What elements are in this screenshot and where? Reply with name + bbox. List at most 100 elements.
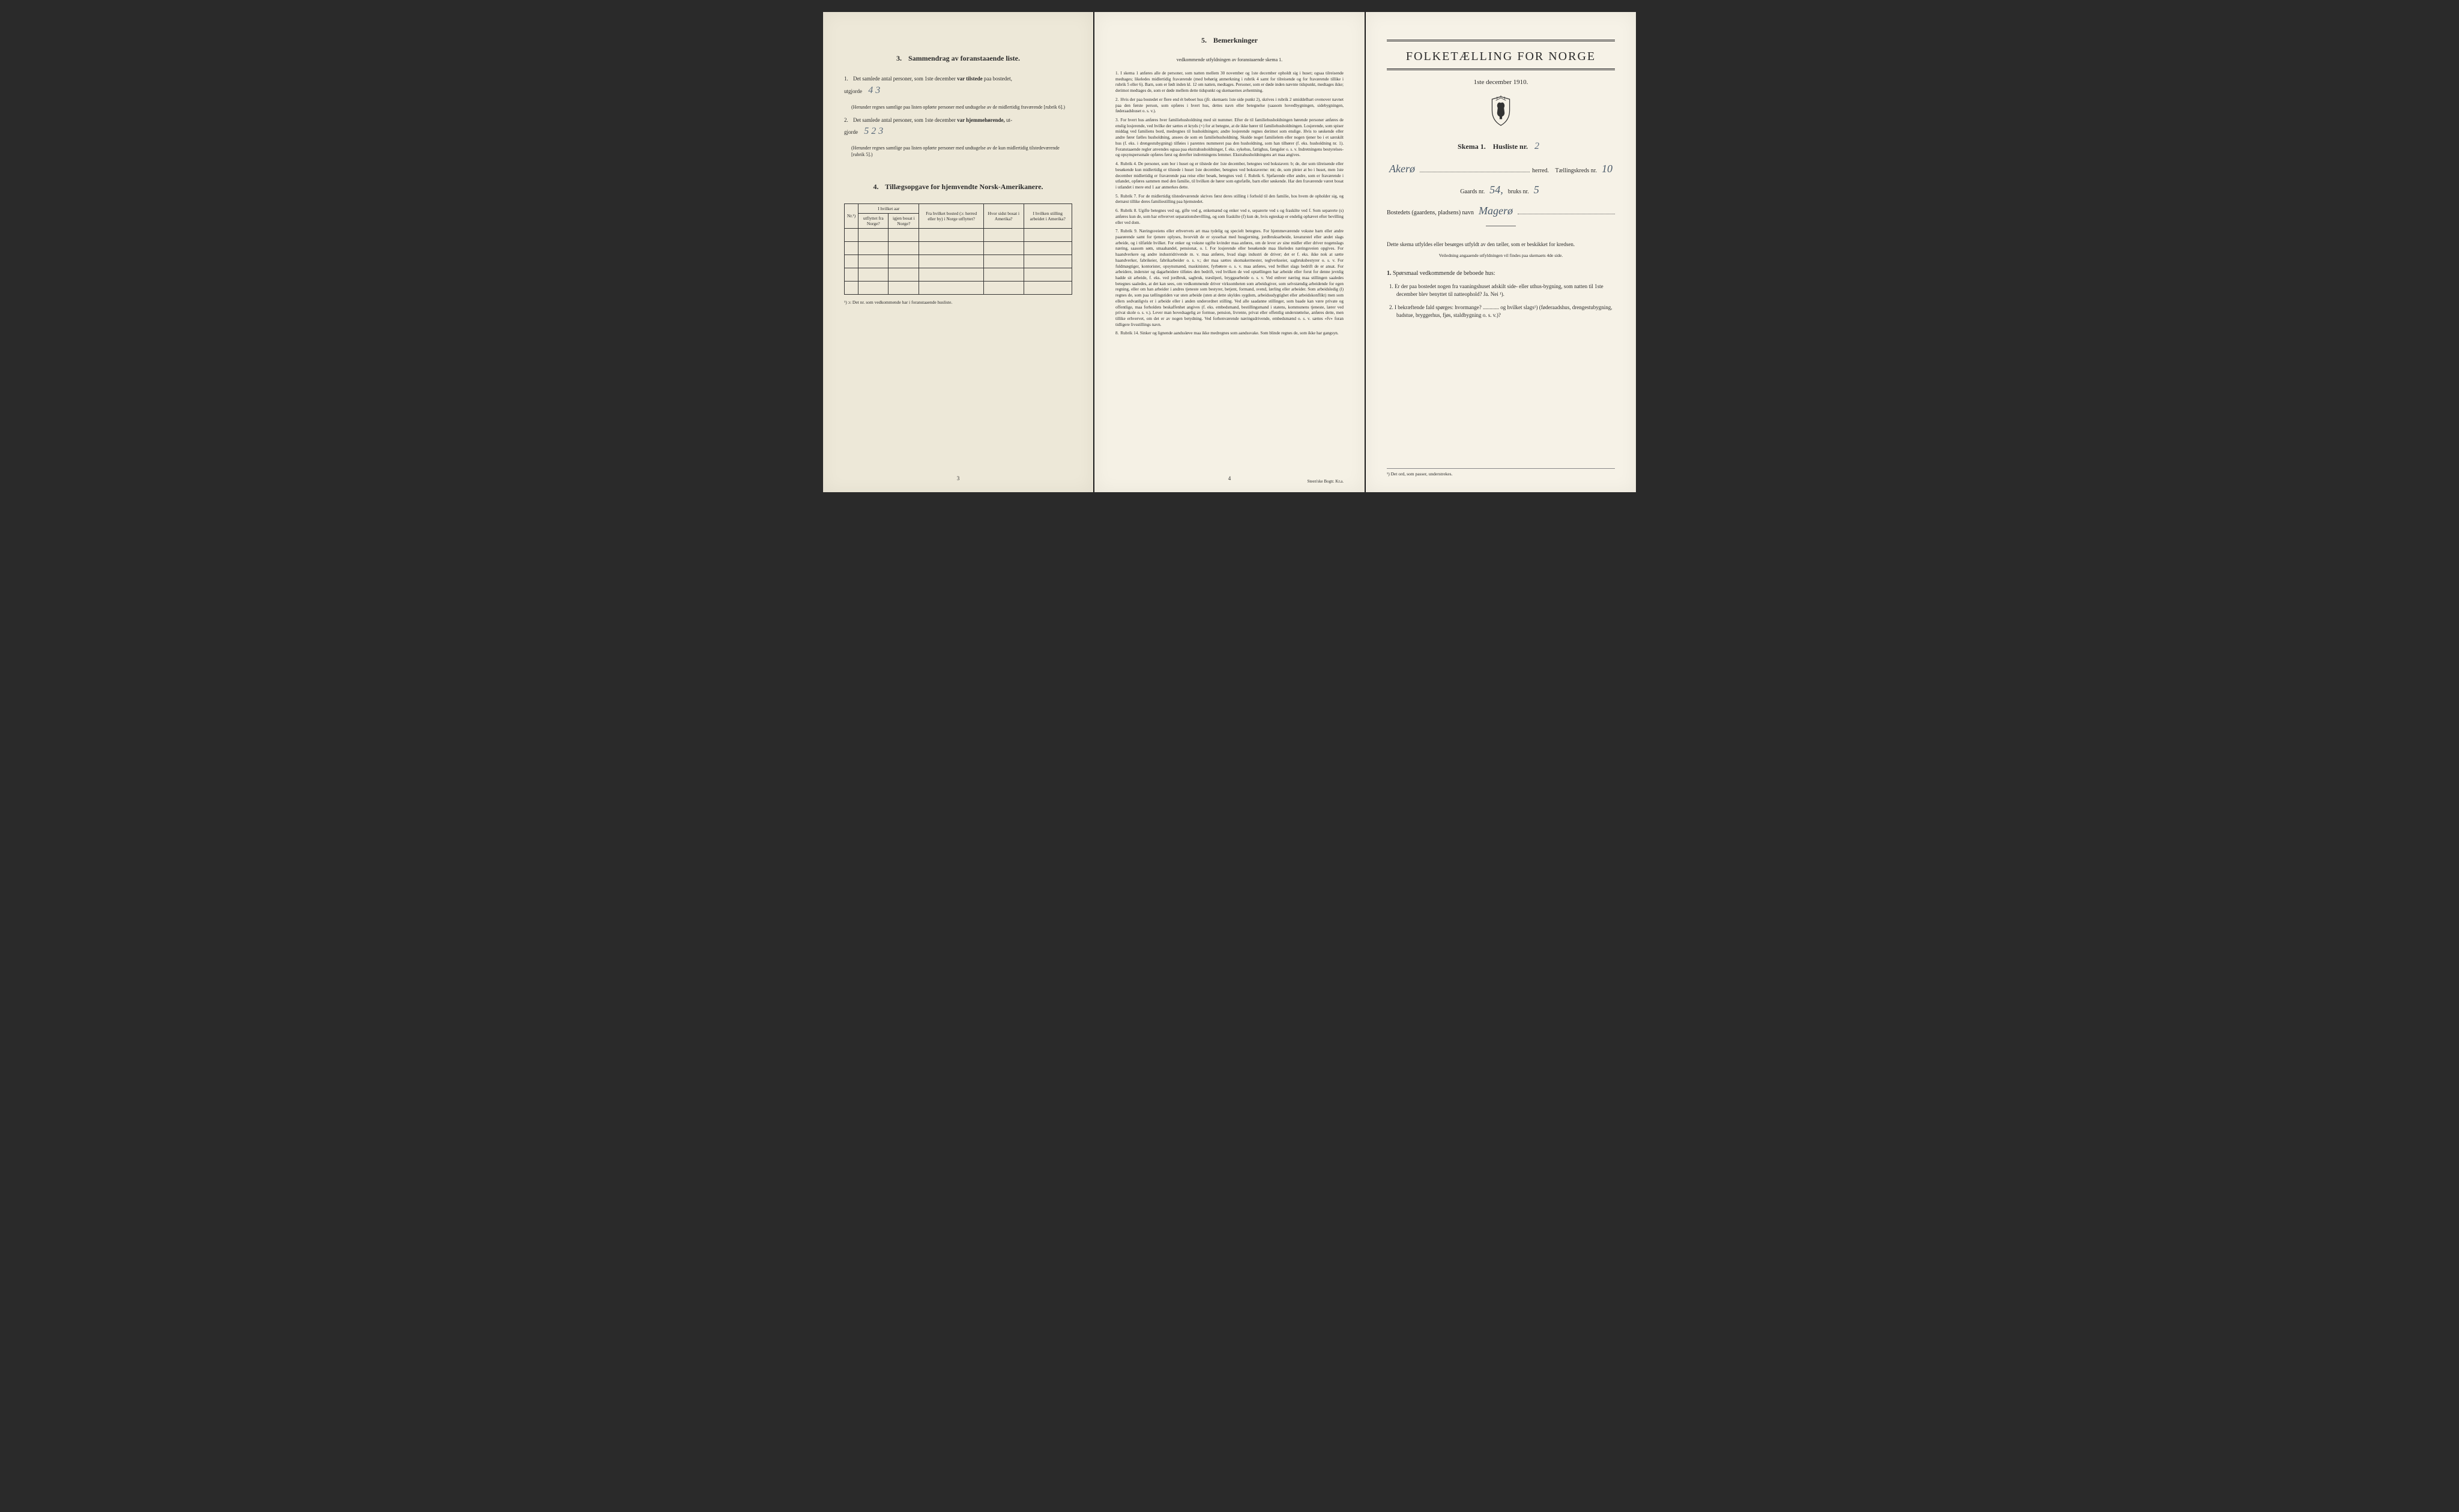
kreds-label: Tællingskreds nr. — [1555, 167, 1597, 174]
table-cell — [983, 228, 1024, 241]
section-4-num: 4. — [873, 182, 878, 191]
table-cell — [889, 281, 919, 294]
remark-item: 5.Rubrik 7. For de midlertidig tilstedev… — [1115, 194, 1344, 205]
table-cell — [1024, 241, 1072, 255]
kreds-handwriting: 10 — [1599, 163, 1615, 175]
gaard-label: Gaards nr. — [1460, 188, 1485, 195]
item-1-num: 1. — [844, 76, 848, 82]
table-cell — [983, 268, 1024, 281]
table-row — [845, 255, 1072, 268]
crest-icon — [1488, 95, 1513, 127]
coat-of-arms — [1387, 95, 1615, 128]
skema-line: Skema 1. Husliste nr. 2 — [1387, 141, 1615, 152]
item-1-text-c: paa bostedet, — [984, 76, 1012, 82]
gaard-line: Gaards nr. 54, bruks nr. 5 — [1387, 184, 1615, 196]
table-cell — [845, 268, 858, 281]
section-3-title: Sammendrag av foranstaaende liste. — [908, 54, 1020, 62]
item-2: 2. Det samlede antal personer, som 1ste … — [844, 116, 1072, 139]
page-3: 3. Sammendrag av foranstaaende liste. 1.… — [823, 12, 1093, 492]
table-cell — [983, 255, 1024, 268]
remark-num: 8. — [1115, 331, 1118, 336]
item-2-bold: var hjemmehørende, — [957, 117, 1005, 123]
census-date: 1ste december 1910. — [1387, 79, 1615, 86]
table-cell — [858, 241, 889, 255]
table-cell — [919, 241, 984, 255]
gaard-handwriting: 54, — [1487, 184, 1506, 196]
th-sidst: Hvor sidst bosat i Amerika? — [983, 203, 1024, 228]
remark-item: 1.I skema 1 anføres alle de personer, so… — [1115, 71, 1344, 94]
remark-text: Rubrik 7. For de midlertidig tilstedevær… — [1115, 194, 1344, 205]
item-1-text-d: utgjorde — [844, 88, 862, 94]
table-cell — [889, 255, 919, 268]
table-cell — [1024, 228, 1072, 241]
husliste-label: Husliste nr. — [1493, 142, 1528, 151]
question-head-num: 1. — [1387, 270, 1392, 277]
remark-text: Hvis der paa bostedet er flere end ét be… — [1115, 97, 1344, 113]
table-row — [845, 228, 1072, 241]
rule-under-title — [1387, 68, 1615, 70]
remark-num: 5. — [1115, 194, 1118, 199]
husliste-number: 2 — [1530, 141, 1544, 151]
table-cell — [919, 228, 984, 241]
table-cell — [858, 255, 889, 268]
remark-text: Rubrik 4. De personer, som bor i huset o… — [1115, 161, 1344, 190]
table-cell — [858, 268, 889, 281]
remark-item: 6.Rubrik 8. Ugifte betegnes ved ug, gift… — [1115, 208, 1344, 226]
section-3-num: 3. — [896, 54, 902, 62]
question-heading: 1. Spørsmaal vedkommende de beboede hus: — [1387, 270, 1615, 277]
q1-num: 1. — [1389, 283, 1393, 289]
page-4: 5. Bemerkninger vedkommende utfyldningen… — [1094, 12, 1365, 492]
th-nr: Nr.¹) — [845, 203, 858, 228]
table-cell — [845, 281, 858, 294]
item-1-handwriting: 4 3 — [863, 85, 885, 95]
table-cell — [983, 281, 1024, 294]
printer-credit: Steen'ske Bogtr. Kr.a. — [1307, 479, 1344, 484]
remark-item: 4.Rubrik 4. De personer, som bor i huset… — [1115, 161, 1344, 191]
section-5-num: 5. — [1201, 36, 1207, 44]
question-head-text: Spørsmaal vedkommende de beboede hus: — [1393, 270, 1495, 277]
remark-num: 7. — [1115, 229, 1118, 233]
table-row — [845, 281, 1072, 294]
item-2-text-d: gjorde — [844, 129, 858, 135]
table-cell — [889, 268, 919, 281]
rule-top — [1387, 40, 1615, 41]
bosted-handwriting: Magerø — [1476, 205, 1515, 217]
remark-num: 6. — [1115, 208, 1118, 213]
item-2-text-a: Det samlede antal personer, som 1ste dec… — [853, 117, 956, 123]
section-5-title: Bemerkninger — [1213, 36, 1258, 44]
herred-label: herred. — [1532, 167, 1549, 174]
section-4-heading: 4. Tillægsopgave for hjemvendte Norsk-Am… — [844, 182, 1072, 191]
table-footnote: ¹) ɔ: Det nr. som vedkommende har i fora… — [844, 300, 1072, 305]
bruk-handwriting: 5 — [1531, 184, 1542, 196]
table-cell — [889, 228, 919, 241]
table-cell — [983, 241, 1024, 255]
table-cell — [845, 255, 858, 268]
question-2: 2. I bekræftende fald spørges: hvormange… — [1396, 304, 1615, 320]
item-1-subnote: (Herunder regnes samtlige paa listen opf… — [851, 104, 1072, 110]
amerikanere-table: Nr.¹) I hvilket aar Fra hvilket bosted (… — [844, 203, 1072, 295]
remark-text: Rubrik 14. Sinker og lignende aandssløve… — [1120, 331, 1338, 336]
instruction-text: Dette skema utfyldes eller besørges utfy… — [1387, 241, 1615, 249]
bosted-line: Bostedets (gaardens, pladsens) navn Mage… — [1387, 205, 1615, 217]
document-spread: 3. Sammendrag av foranstaaende liste. 1.… — [823, 12, 1636, 492]
remark-item: 8.Rubrik 14. Sinker og lignende aandsslø… — [1115, 331, 1344, 337]
section-4-title: Tillægsopgave for hjemvendte Norsk-Ameri… — [885, 182, 1043, 191]
th-igjen: igjen bosat i Norge? — [889, 213, 919, 228]
table-cell — [858, 281, 889, 294]
bosted-label: Bostedets (gaardens, pladsens) navn — [1387, 209, 1474, 216]
table-cell — [1024, 268, 1072, 281]
item-2-num: 2. — [844, 117, 848, 123]
section-5-heading: 5. Bemerkninger — [1115, 36, 1344, 45]
remark-num: 2. — [1115, 97, 1118, 102]
remark-item: 7.Rubrik 9. Næringsveiens eller erhverve… — [1115, 229, 1344, 328]
table-cell — [845, 228, 858, 241]
instruction-subtext: Veiledning angaaende utfyldningen vil fi… — [1387, 253, 1615, 258]
section-5-subhead: vedkommende utfyldningen av foranstaaend… — [1115, 57, 1344, 62]
remark-item: 2.Hvis der paa bostedet er flere end ét … — [1115, 97, 1344, 115]
main-title: FOLKETÆLLING FOR NORGE — [1387, 50, 1615, 64]
remark-text: Rubrik 9. Næringsveiens eller erhvervets… — [1115, 229, 1344, 327]
page-number-3: 3 — [957, 475, 960, 481]
q1-text: Er der paa bostedet nogen fra vaaningshu… — [1395, 283, 1604, 298]
remark-text: For hvert hus anføres hver familiehushol… — [1115, 118, 1344, 157]
item-2-handwriting: 5 2 3 — [859, 126, 888, 136]
